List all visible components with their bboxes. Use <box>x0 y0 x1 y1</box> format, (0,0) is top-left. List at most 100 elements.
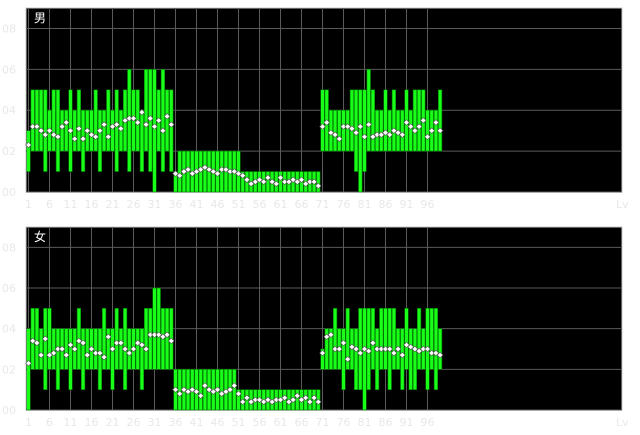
average-marker <box>201 382 209 389</box>
average-marker <box>193 168 200 175</box>
average-marker <box>121 117 129 124</box>
x-tick-label: 91 <box>400 198 414 211</box>
average-marker <box>134 339 141 347</box>
average-marker <box>205 166 213 173</box>
x-tick-label: 1 <box>25 416 32 429</box>
average-marker <box>176 390 183 397</box>
average-marker <box>25 141 32 149</box>
range-bar <box>59 109 65 152</box>
average-marker <box>294 178 301 186</box>
average-marker <box>134 119 141 126</box>
y-tick-label: 06 <box>2 282 16 295</box>
average-marker <box>121 345 129 353</box>
range-bar <box>110 328 115 390</box>
x-axis-label: Lv <box>616 416 629 429</box>
range-bar <box>81 328 86 390</box>
average-marker <box>67 341 74 349</box>
range-bar <box>416 308 422 370</box>
x-tick-label: 41 <box>190 416 204 429</box>
average-marker <box>302 180 309 188</box>
range-bar <box>374 328 380 390</box>
average-marker <box>302 394 309 402</box>
average-marker <box>231 168 238 175</box>
range-bar <box>353 328 359 390</box>
average-marker <box>428 127 435 134</box>
range-bar <box>114 308 119 370</box>
range-bar <box>144 69 149 152</box>
average-marker <box>222 388 230 395</box>
x-tick-label: 86 <box>379 198 393 211</box>
range-bar <box>38 89 44 152</box>
range-bar <box>34 308 39 370</box>
average-marker <box>373 345 381 353</box>
average-marker <box>172 386 179 393</box>
x-tick-label: 1 <box>25 198 32 211</box>
average-marker <box>235 390 242 397</box>
range-bar <box>148 308 153 370</box>
average-marker <box>54 345 62 353</box>
average-marker <box>399 131 406 138</box>
range-bar <box>349 89 355 152</box>
range-bar <box>34 89 39 152</box>
average-marker <box>113 339 120 347</box>
average-marker <box>113 121 120 128</box>
x-tick-label: 11 <box>64 416 78 429</box>
average-marker <box>168 337 175 345</box>
average-marker <box>155 331 162 338</box>
range-bar <box>370 308 376 370</box>
average-marker <box>361 133 368 141</box>
x-tick-label: 81 <box>358 416 372 429</box>
average-marker <box>285 178 293 186</box>
average-marker <box>273 180 280 188</box>
range-bar <box>38 328 44 370</box>
average-marker <box>298 176 305 183</box>
x-tick-label: 91 <box>400 416 414 429</box>
range-bar <box>341 109 346 152</box>
x-tick-label: 66 <box>295 416 309 429</box>
average-marker <box>100 121 108 128</box>
average-marker <box>306 178 314 186</box>
average-marker <box>130 345 137 353</box>
average-marker <box>180 168 188 175</box>
average-marker <box>336 135 343 143</box>
x-tick-label: 96 <box>421 198 435 211</box>
range-bar <box>362 89 367 172</box>
range-bar <box>400 328 405 390</box>
range-bar <box>379 308 384 370</box>
range-bar <box>236 389 241 411</box>
average-marker <box>369 133 377 141</box>
average-marker <box>71 135 78 143</box>
average-marker <box>310 394 318 402</box>
x-tick-label: 46 <box>211 416 225 429</box>
average-marker <box>147 115 154 122</box>
range-bar <box>320 348 325 370</box>
range-bar <box>404 308 409 370</box>
x-tick-label: 56 <box>253 416 267 429</box>
average-marker <box>399 351 406 359</box>
x-tick-label: 96 <box>421 416 435 429</box>
x-tick-label: 46 <box>211 198 225 211</box>
average-marker <box>75 125 83 132</box>
average-marker <box>159 127 167 134</box>
range-bar <box>358 89 363 193</box>
average-marker <box>407 123 414 130</box>
average-marker <box>390 349 398 357</box>
average-marker <box>411 345 419 353</box>
average-marker <box>247 180 255 188</box>
average-marker <box>298 396 305 404</box>
average-marker <box>436 351 444 359</box>
average-marker <box>210 388 217 395</box>
range-bar <box>324 328 329 370</box>
range-bar <box>383 89 388 152</box>
range-bar <box>30 89 35 152</box>
range-bar <box>106 89 111 152</box>
x-tick-label: 11 <box>64 198 78 211</box>
average-marker <box>378 345 385 353</box>
range-bar <box>383 308 388 370</box>
range-bar <box>26 130 31 172</box>
average-marker <box>138 109 146 116</box>
x-tick-label: 6 <box>46 198 53 211</box>
average-marker <box>189 386 196 393</box>
average-marker <box>403 341 410 349</box>
average-marker <box>382 129 389 136</box>
